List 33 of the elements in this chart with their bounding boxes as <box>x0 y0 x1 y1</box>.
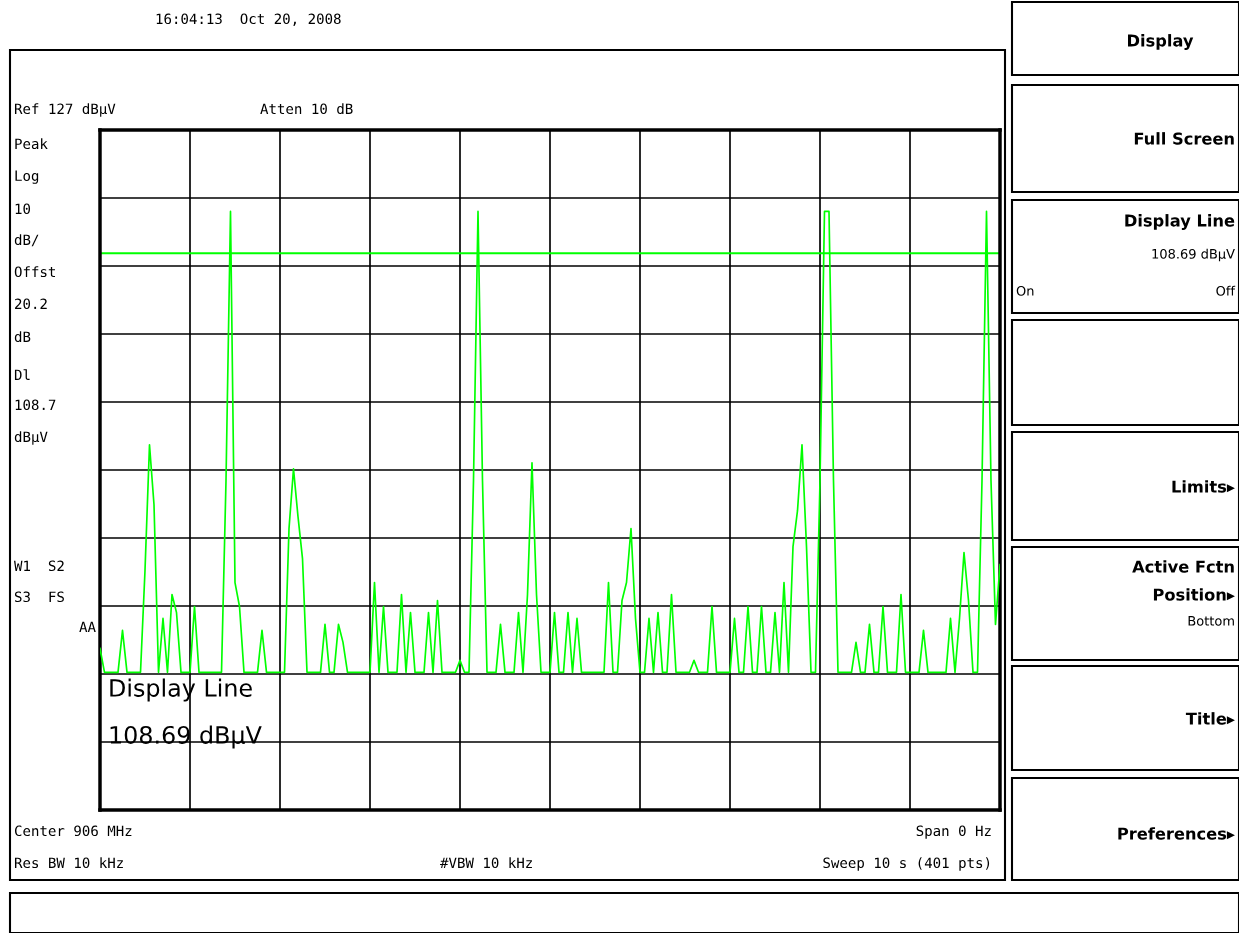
text: Atten 10 dB <box>260 103 353 115</box>
text: 10 <box>15 203 31 215</box>
text: Position▸ <box>1153 588 1235 601</box>
text: AA <box>79 621 96 632</box>
text: Title▸ <box>1185 712 1235 725</box>
text: S3 FS <box>14 591 64 603</box>
text: Full Screen <box>1134 132 1234 145</box>
text: Dl <box>14 369 30 380</box>
text: dBµV <box>14 431 48 445</box>
text: Bottom <box>1188 616 1234 626</box>
text: Span 0 Hz <box>916 825 991 839</box>
text: W1 S2 <box>14 560 64 572</box>
text: Sweep 10 s (401 pts) <box>823 857 990 871</box>
text: Peak <box>15 138 48 150</box>
text: Res BW 10 kHz <box>14 857 123 869</box>
text: Preferences▸ <box>1118 827 1235 840</box>
text: Active Fctn <box>1132 560 1234 573</box>
text: Center 906 MHz <box>14 825 132 837</box>
text: 16:04:13 Oct 20, 2008 <box>156 13 341 26</box>
text: On <box>1016 285 1034 296</box>
text: Ref 127 dBµV <box>14 103 116 117</box>
text: #VBW 10 kHz <box>440 857 532 869</box>
text: dB/ <box>14 234 39 247</box>
text: 108.7 <box>15 399 56 411</box>
text: Log <box>15 170 39 184</box>
text: 20.2 <box>15 298 47 310</box>
text: Limits▸ <box>1172 480 1235 493</box>
text: 108.69 dBµV <box>1152 248 1235 262</box>
text: Display <box>1128 34 1194 50</box>
text: dB <box>14 331 31 343</box>
text: Display Line <box>1125 214 1235 230</box>
text: Offst <box>14 266 56 278</box>
text: Off <box>1216 285 1236 296</box>
